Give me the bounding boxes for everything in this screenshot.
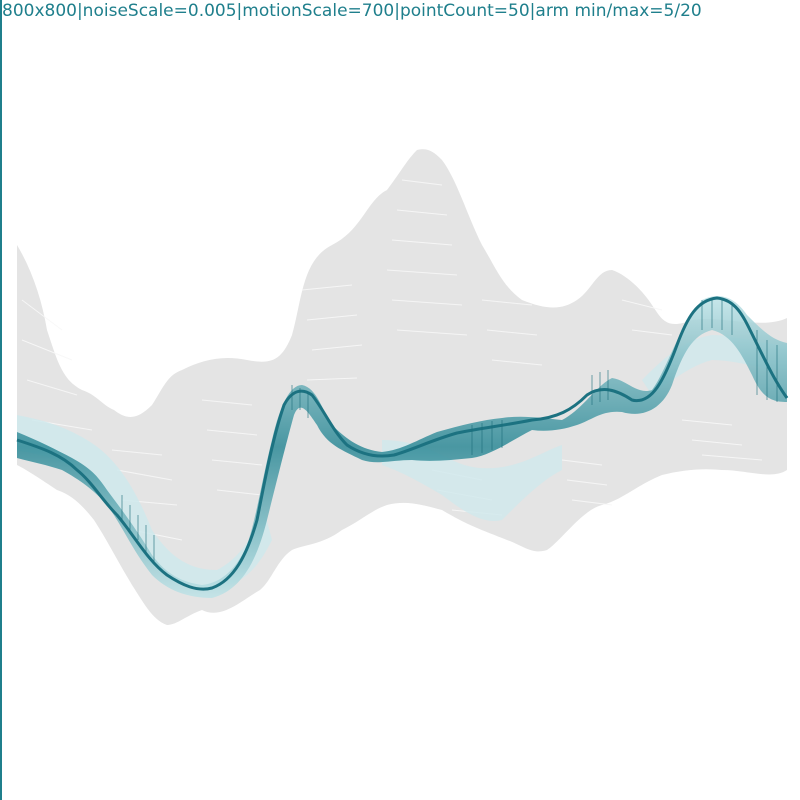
light-teal-band (17, 415, 272, 590)
teal-ribbon-edges (16, 296, 789, 591)
parameter-readout: 800x800|noiseScale=0.005|motionScale=700… (2, 1, 702, 21)
teal-ribbon-body (17, 295, 787, 598)
ghost-envelope (17, 149, 787, 626)
teal-ribbon-striations (121, 298, 778, 562)
